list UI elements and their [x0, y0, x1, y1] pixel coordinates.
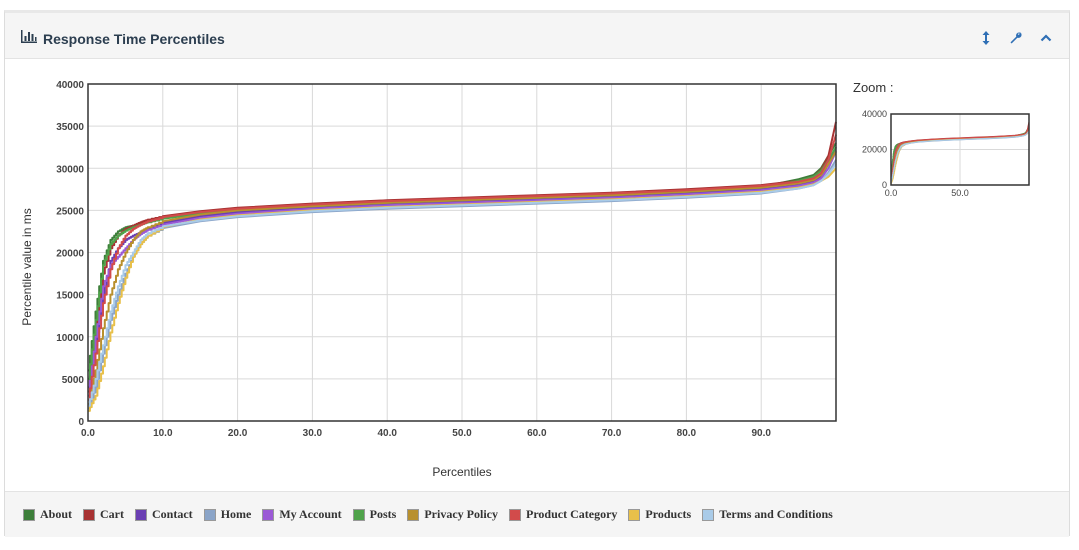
- legend-label: Privacy Policy: [424, 507, 498, 521]
- x-tick-label: 10.0: [153, 428, 173, 439]
- series-line-terms-and-conditions[interactable]: [88, 163, 837, 407]
- zoom-x-tick-label: 0.0: [885, 188, 898, 198]
- x-tick-label: 60.0: [527, 428, 547, 439]
- legend-swatch: [23, 508, 35, 521]
- legend-label: Cart: [100, 507, 125, 521]
- legend-label: Posts: [369, 507, 397, 521]
- y-tick-label: 40000: [56, 80, 84, 91]
- chart-area: 0.0 10.0 20.0 30.0 40.0 50.0 60.0 70.0 80.0 90.0 0…: [5, 59, 1069, 493]
- legend-swatch: [203, 508, 216, 521]
- legend-label: My Account: [279, 507, 342, 521]
- zoom-label: Zoom :: [853, 80, 893, 95]
- y-tick-label: 25000: [56, 206, 84, 217]
- x-tick-label: 90.0: [751, 428, 771, 439]
- panel-header: Response Time Percentiles: [5, 13, 1069, 59]
- legend-label: Home: [220, 507, 252, 521]
- legend-label: Contact: [152, 507, 193, 521]
- legend-label: About: [40, 507, 73, 521]
- legend-item-posts[interactable]: Posts: [352, 507, 397, 522]
- legend-item-my-account[interactable]: My Account: [262, 507, 342, 522]
- series-layer: [88, 121, 837, 412]
- x-tick-label: 20.0: [228, 428, 248, 439]
- legend-item-contact[interactable]: Contact: [135, 507, 193, 522]
- legend-label: Terms and Conditions: [719, 507, 833, 521]
- series-line-product-category[interactable]: [88, 134, 837, 401]
- chevron-up-icon[interactable]: [1037, 29, 1055, 47]
- zoom-y-tick-label: 20000: [862, 145, 887, 155]
- legend-swatch: [508, 508, 521, 521]
- series-line-privacy-policy[interactable]: [88, 150, 837, 406]
- legend-item-privacy-policy[interactable]: Privacy Policy: [407, 507, 498, 522]
- legend-swatch: [702, 508, 715, 521]
- zoom-frame: [890, 113, 1030, 186]
- axis-layer: 0.0 10.0 20.0 30.0 40.0 50.0 60.0 70.0 80.0 90.0 0…: [56, 80, 837, 439]
- y-tick-label: 5000: [62, 375, 85, 386]
- panel-title: Response Time Percentiles: [43, 31, 225, 47]
- x-tick-label: 50.0: [452, 428, 472, 439]
- grid-layer: [87, 83, 836, 422]
- legend-swatch: [83, 508, 96, 521]
- zoom-series-line-terms-and-conditions: [890, 130, 1030, 183]
- zoom-y-tick-label: 0: [882, 180, 887, 190]
- x-tick-label: 0.0: [81, 428, 95, 439]
- y-tick-label: 15000: [56, 291, 84, 302]
- x-axis-title: Percentiles: [432, 465, 491, 479]
- legend-item-home[interactable]: Home: [203, 507, 252, 522]
- legend-label: Products: [645, 507, 692, 521]
- zoom-x-tick-label: 50.0: [951, 188, 969, 198]
- response-time-percentiles-panel: Response Time Percentiles: [4, 10, 1070, 537]
- plot-frame: [87, 83, 837, 422]
- bar-chart-icon: [21, 30, 37, 48]
- legend-item-product-category[interactable]: Product Category: [508, 507, 618, 522]
- legend-swatch: [262, 508, 275, 521]
- zoom-y-tick-label: 40000: [862, 109, 887, 119]
- legend-label: Product Category: [525, 507, 618, 521]
- y-tick-label: 30000: [56, 164, 84, 175]
- x-tick-label: 80.0: [677, 428, 697, 439]
- legend-swatch: [135, 508, 148, 521]
- y-tick-label: 20000: [56, 249, 84, 260]
- panel-title-group: Response Time Percentiles: [21, 30, 225, 48]
- chart-legend: About Cart Contact Home My Account Posts Priva…: [5, 491, 1069, 537]
- legend-item-cart[interactable]: Cart: [83, 507, 124, 522]
- legend-swatch: [352, 508, 365, 521]
- y-tick-label: 0: [78, 417, 84, 428]
- x-tick-label: 30.0: [303, 428, 323, 439]
- panel-tools: [977, 29, 1055, 47]
- legend-swatch: [628, 508, 641, 521]
- x-tick-label: 70.0: [602, 428, 622, 439]
- y-tick-label: 35000: [56, 122, 84, 133]
- x-tick-label: 40.0: [377, 428, 397, 439]
- zoom-series-line-product-category: [890, 124, 1030, 182]
- zoom-overview-chart[interactable]: 0 20000 40000 0.0 50.0: [862, 109, 1030, 198]
- legend-item-about[interactable]: About: [23, 507, 72, 522]
- wrench-icon[interactable]: [1007, 29, 1025, 47]
- response-time-chart: 0.0 10.0 20.0 30.0 40.0 50.0 60.0 70.0 80.0 90.0 0…: [20, 80, 1030, 479]
- legend-item-products[interactable]: Products: [628, 507, 691, 522]
- legend-item-terms-and-conditions[interactable]: Terms and Conditions: [702, 507, 833, 522]
- y-tick-label: 10000: [56, 333, 84, 344]
- resize-vertical-icon[interactable]: [977, 29, 995, 47]
- legend-swatch: [407, 508, 420, 521]
- y-axis-title: Percentile value in ms: [20, 208, 34, 325]
